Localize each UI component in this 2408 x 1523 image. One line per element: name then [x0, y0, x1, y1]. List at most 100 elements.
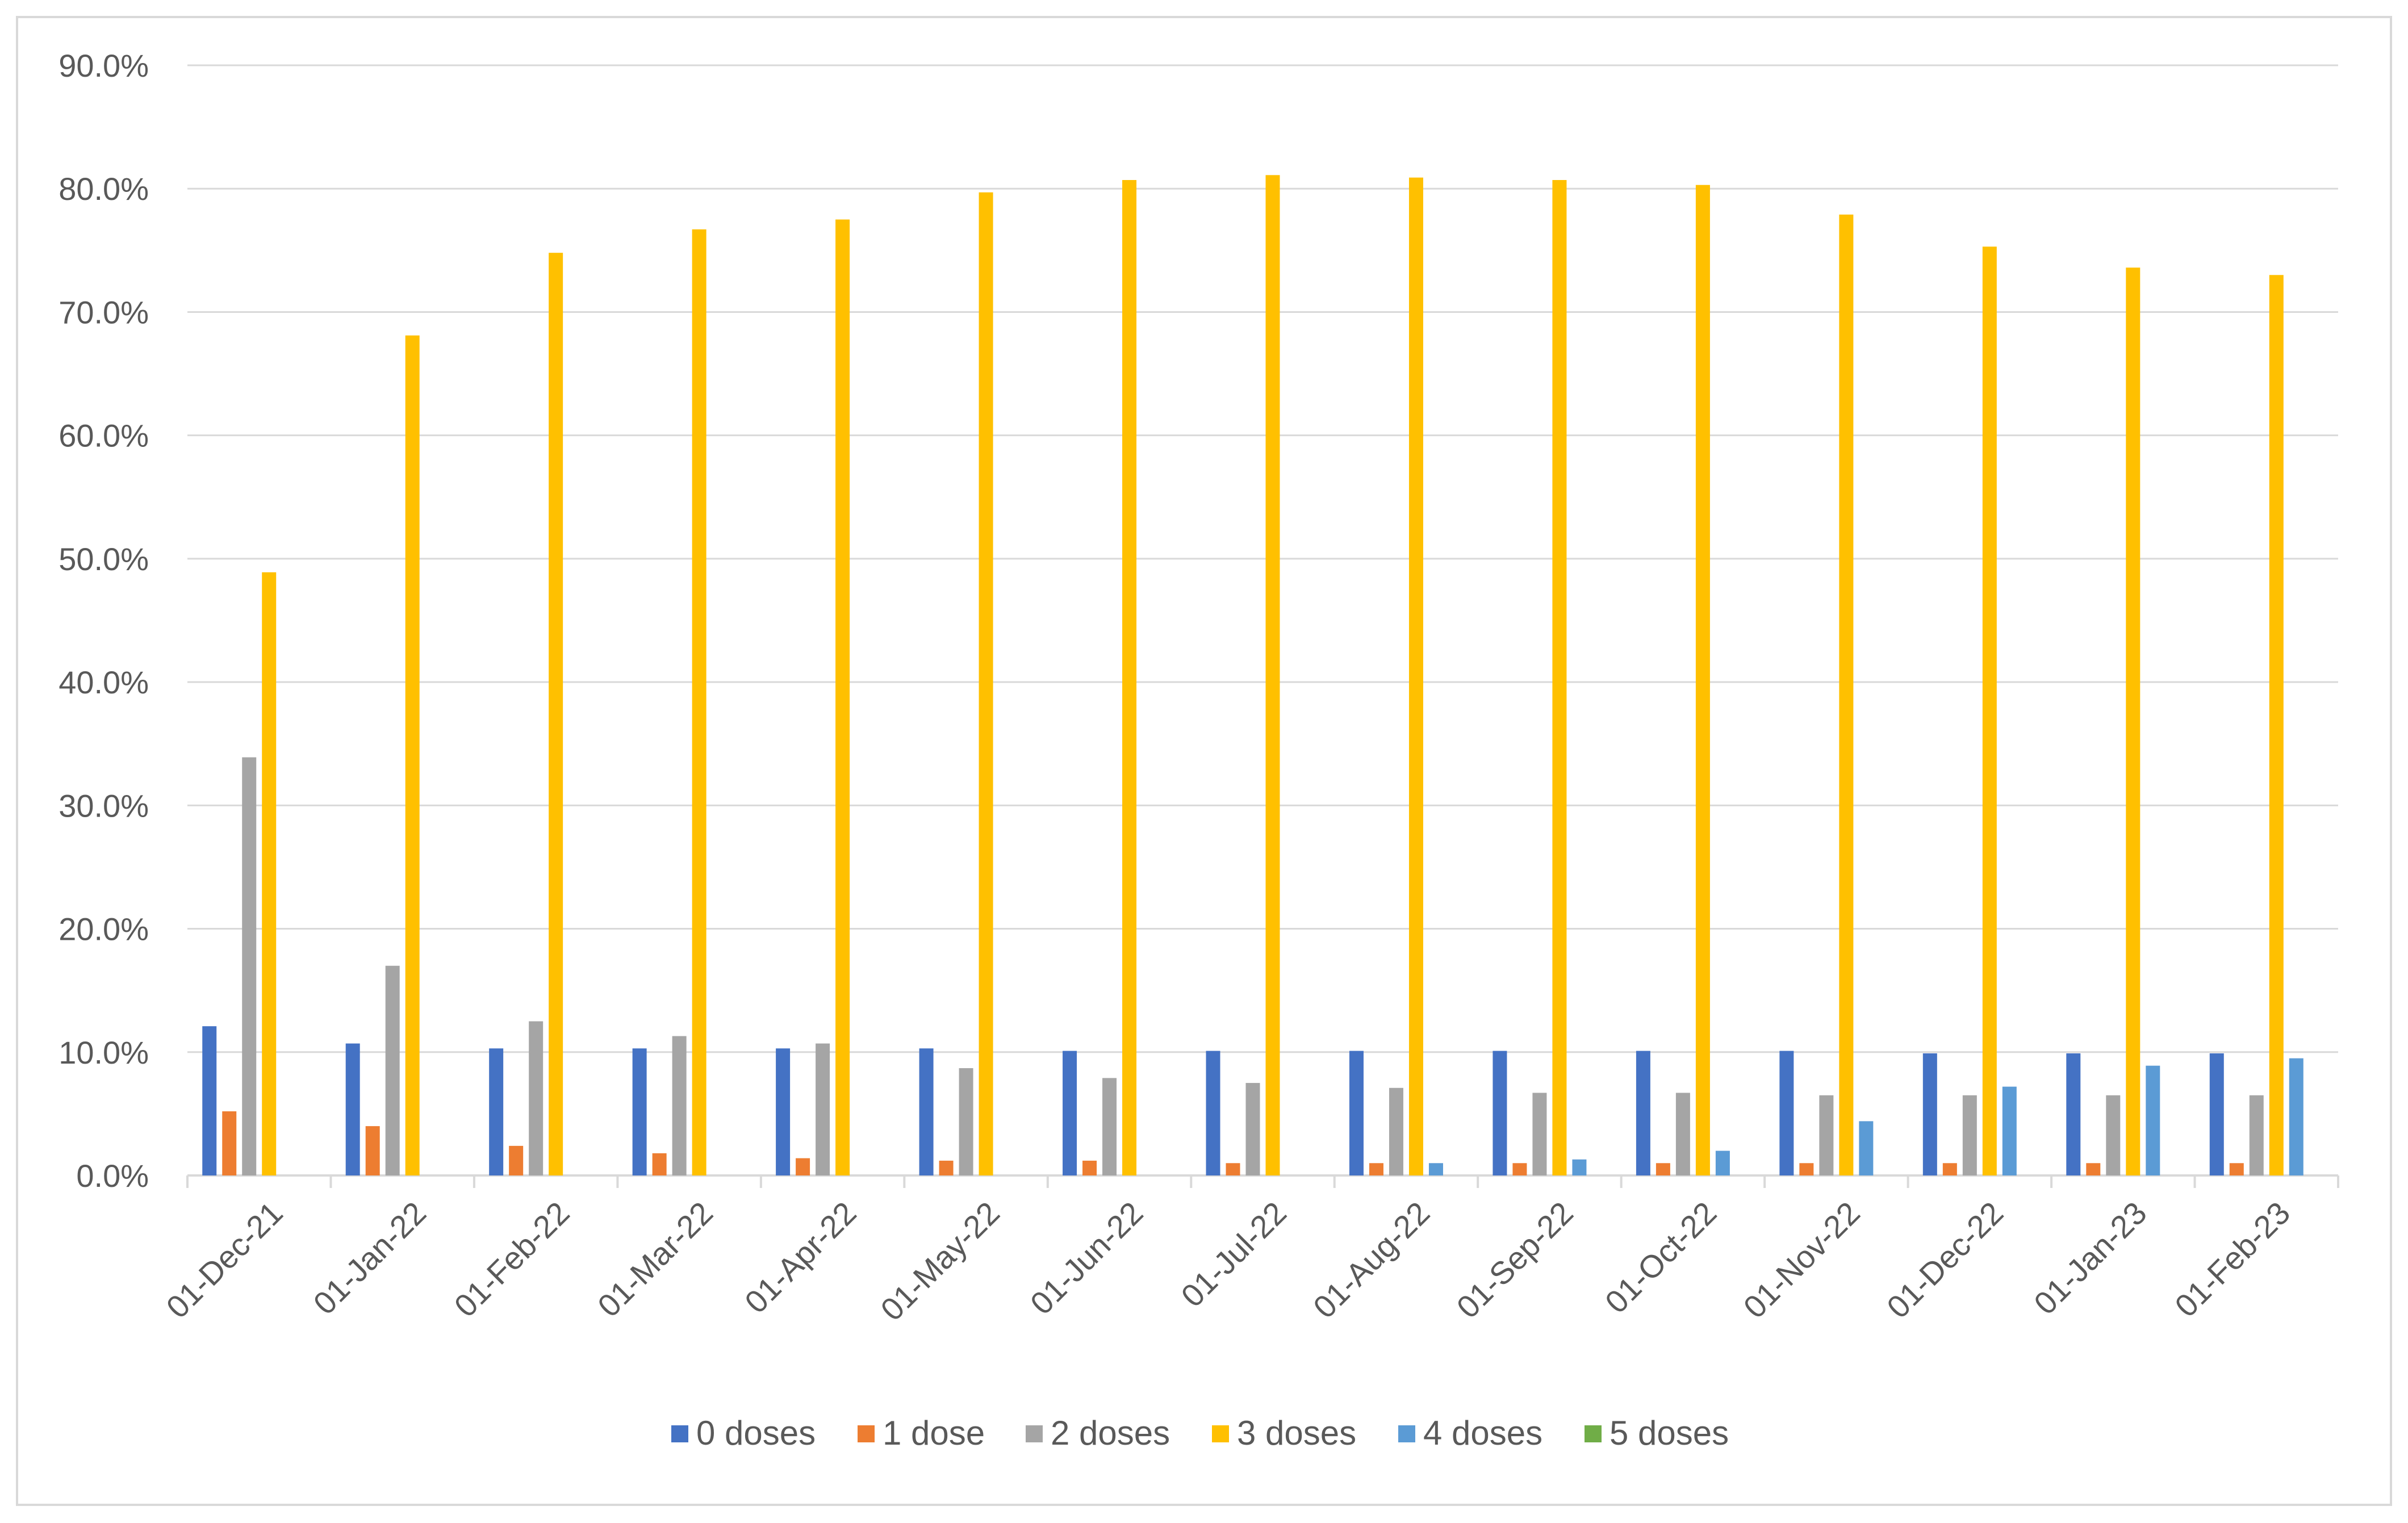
x-tick-label: 01-May-22 — [873, 1195, 1006, 1328]
bar-2-doses — [2249, 1095, 2264, 1175]
bar-3-doses — [2126, 267, 2141, 1176]
bar-2-doses — [672, 1036, 687, 1175]
bar-1-dose — [1656, 1163, 1670, 1175]
y-tick-label: 10.0% — [58, 1035, 149, 1070]
bar-4-doses — [1715, 1150, 1730, 1175]
bar-4-doses — [1859, 1121, 1874, 1175]
legend-swatch — [1398, 1425, 1415, 1442]
bar-0-doses — [2066, 1053, 2081, 1175]
bar-4-doses — [2289, 1058, 2304, 1175]
y-tick-label: 90.0% — [58, 48, 149, 83]
bar-0-doses — [1063, 1051, 1077, 1175]
bar-0-doses — [1779, 1051, 1794, 1175]
x-tick-label: 01-Feb-22 — [447, 1195, 576, 1324]
x-tick-label: 01-Sep-22 — [1449, 1195, 1579, 1325]
bar-2-doses — [385, 965, 400, 1175]
bar-2-doses — [1245, 1083, 1260, 1175]
bar-3-doses — [1695, 185, 1710, 1175]
bar-3-doses — [1408, 177, 1423, 1175]
y-tick-label: 30.0% — [58, 788, 149, 823]
bar-1-dose — [2229, 1163, 2244, 1175]
legend-label: 3 doses — [1237, 1414, 1356, 1452]
bar-0-doses — [632, 1048, 647, 1175]
legend-label: 4 doses — [1423, 1414, 1542, 1452]
bar-3-doses — [979, 192, 993, 1175]
bar-3-doses — [692, 229, 706, 1176]
legend-swatch — [671, 1425, 688, 1442]
bar-0-doses — [1636, 1051, 1650, 1175]
x-tick-label: 01-Jul-22 — [1174, 1195, 1293, 1314]
bar-3-doses — [405, 335, 420, 1175]
y-tick-label: 50.0% — [58, 541, 149, 577]
bar-0-doses — [919, 1048, 934, 1175]
bar-2-doses — [2106, 1095, 2121, 1175]
x-tick-label: 01-Jan-22 — [306, 1195, 433, 1321]
bar-1-dose — [1799, 1163, 1814, 1175]
y-tick-label: 40.0% — [58, 664, 149, 700]
y-tick-label: 60.0% — [58, 418, 149, 454]
bar-1-dose — [796, 1158, 810, 1175]
bar-1-dose — [652, 1153, 667, 1175]
bar-4-doses — [1572, 1159, 1587, 1175]
bar-1-dose — [365, 1126, 380, 1175]
bar-4-doses — [1428, 1163, 1443, 1175]
legend-swatch — [1585, 1425, 1602, 1442]
x-tick-label: 01-Dec-22 — [1880, 1195, 2010, 1325]
bar-1-dose — [1369, 1163, 1383, 1175]
legend-label: 1 dose — [883, 1414, 985, 1452]
bar-2-doses — [1532, 1093, 1547, 1175]
legend-label: 2 doses — [1051, 1414, 1170, 1452]
legend-label: 0 doses — [696, 1414, 816, 1452]
bar-2-doses — [816, 1043, 830, 1175]
bar-1-dose — [1512, 1163, 1527, 1175]
x-tick-label: 01-Oct-22 — [1598, 1195, 1724, 1320]
bar-4-doses — [2002, 1086, 2017, 1175]
x-tick-label: 01-Apr-22 — [738, 1195, 863, 1320]
bar-3-doses — [549, 253, 563, 1176]
bar-0-doses — [202, 1026, 217, 1175]
y-tick-label: 20.0% — [58, 911, 149, 947]
bar-3-doses — [262, 572, 277, 1175]
bar-0-doses — [1206, 1051, 1220, 1175]
legend-label: 5 doses — [1609, 1414, 1729, 1452]
bar-1-dose — [1226, 1163, 1240, 1175]
bar-3-doses — [2269, 275, 2284, 1175]
y-tick-label: 80.0% — [58, 171, 149, 207]
bar-0-doses — [345, 1043, 360, 1175]
x-tick-label: 01-Feb-23 — [2168, 1195, 2297, 1324]
x-tick-label: 01-Jun-22 — [1023, 1195, 1150, 1321]
x-tick-label: 01-Aug-22 — [1306, 1195, 1436, 1325]
bar-2-doses — [242, 757, 257, 1175]
bar-0-doses — [776, 1048, 791, 1175]
bar-1-dose — [939, 1160, 954, 1175]
legend-swatch — [858, 1425, 875, 1442]
legend-swatch — [1026, 1425, 1043, 1442]
bar-4-doses — [2146, 1065, 2160, 1175]
bar-2-doses — [1102, 1078, 1117, 1175]
bar-2-doses — [1675, 1093, 1690, 1175]
legend-swatch — [1212, 1425, 1229, 1442]
bar-2-doses — [959, 1068, 973, 1175]
bar-0-doses — [2209, 1053, 2224, 1175]
bar-2-doses — [529, 1021, 544, 1175]
bar-1-dose — [1942, 1163, 1957, 1175]
bar-0-doses — [489, 1048, 504, 1175]
bar-2-doses — [1819, 1095, 1834, 1175]
bar-0-doses — [1493, 1051, 1507, 1175]
bar-3-doses — [835, 219, 850, 1175]
y-tick-label: 70.0% — [58, 294, 149, 330]
bar-1-dose — [1082, 1160, 1097, 1175]
bar-3-doses — [1982, 246, 1997, 1176]
x-tick-label: 01-Dec-21 — [159, 1195, 289, 1325]
bar-1-dose — [2086, 1163, 2101, 1175]
bar-0-doses — [1349, 1051, 1364, 1175]
bar-3-doses — [1552, 180, 1567, 1176]
bar-0-doses — [1922, 1053, 1937, 1175]
bar-2-doses — [1389, 1087, 1403, 1175]
bar-2-doses — [1962, 1095, 1977, 1175]
x-tick-label: 01-Mar-22 — [591, 1195, 720, 1324]
y-tick-label: 0.0% — [76, 1158, 149, 1194]
x-tick-label: 01-Jan-23 — [2027, 1195, 2154, 1321]
x-tick-label: 01-Nov-22 — [1736, 1195, 1866, 1325]
